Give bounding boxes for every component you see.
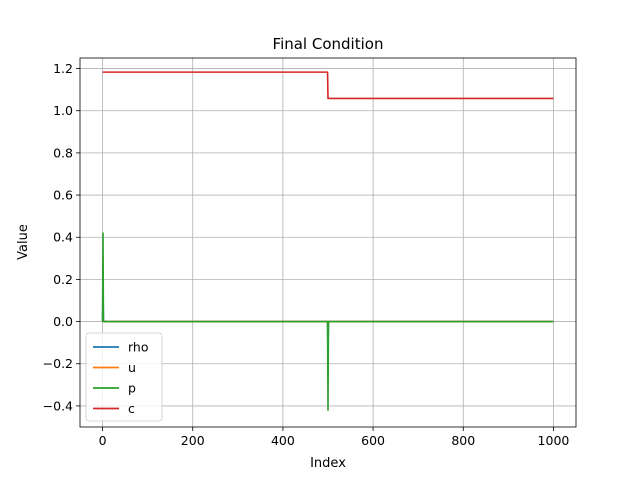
- y-axis-label: Value: [16, 224, 31, 260]
- legend-box: [85, 332, 163, 422]
- y-tick-label: 1.2: [53, 61, 73, 76]
- series-layer: [101, 71, 554, 411]
- x-tick-label: 200: [181, 433, 205, 448]
- legend-label-u: u: [128, 360, 136, 375]
- legend-label-c: c: [128, 401, 135, 416]
- y-tick-label: −0.4: [43, 398, 73, 413]
- y-tick-label: 0.8: [53, 145, 73, 160]
- y-tick-label: 0.0: [53, 314, 73, 329]
- x-tick-label: 1000: [538, 433, 570, 448]
- chart-title: Final Condition: [273, 35, 384, 53]
- legend-label-rho: rho: [128, 340, 149, 355]
- x-axis: 0 200 400 600 800 1000: [99, 427, 570, 448]
- legend: rho upc: [85, 332, 163, 422]
- plot-frame: [79, 57, 577, 428]
- x-tick-label: 400: [271, 433, 295, 448]
- y-tick-label: 0.6: [53, 188, 73, 203]
- y-tick-label: 1.0: [53, 103, 73, 118]
- x-tick-label: 600: [361, 433, 385, 448]
- x-axis-label: Index: [310, 456, 346, 471]
- series-line-p: [101, 232, 554, 411]
- y-tick-label: −0.2: [43, 356, 73, 371]
- x-tick-label: 0: [99, 433, 107, 448]
- y-tick-label: 0.2: [53, 272, 73, 287]
- series-line-c: [102, 71, 554, 100]
- y-tick-label: 0.4: [53, 230, 73, 245]
- x-tick-label: 800: [451, 433, 475, 448]
- legend-label-p: p: [128, 381, 136, 396]
- y-axis: −0.4 −0.2 0.0 0.2 0.4 0.6 0.8 1.0 1.2: [43, 61, 80, 413]
